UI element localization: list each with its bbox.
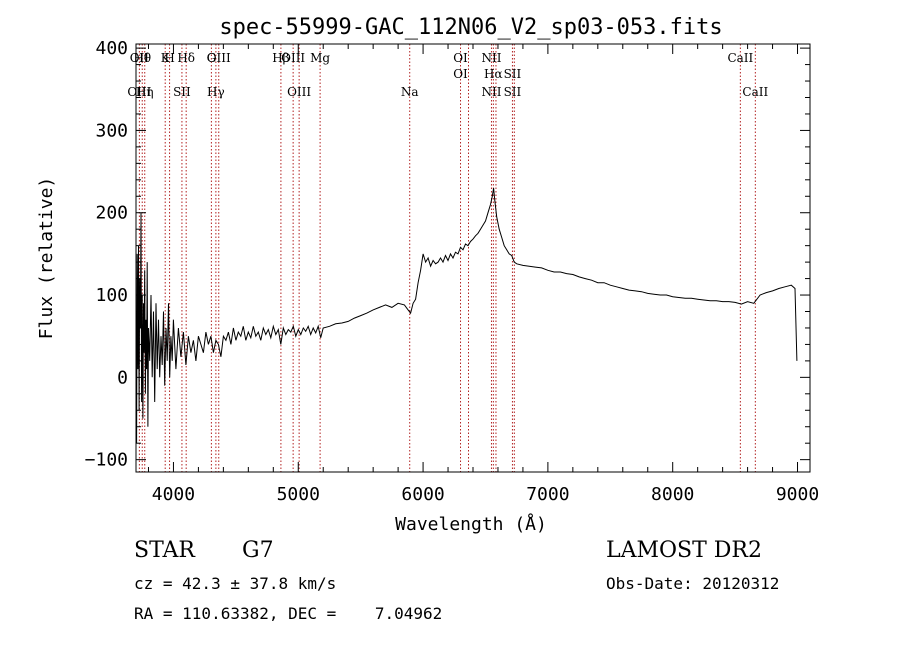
spectral-line-label: OII xyxy=(130,51,150,65)
x-axis-label: Wavelength (Å) xyxy=(395,513,547,535)
observation-date: Obs-Date: 20120312 xyxy=(606,574,780,593)
spectral-line-label: SII xyxy=(504,67,522,81)
object-class: STAR xyxy=(134,538,195,563)
spectral-line-label: Hη xyxy=(136,85,154,99)
spectral-line-label: NII xyxy=(481,85,501,99)
spectral-line-label: SII xyxy=(173,85,191,99)
spectral-line-label: Na xyxy=(401,85,419,99)
x-tick-label: 7000 xyxy=(526,484,569,505)
spectral-line-label: Hδ xyxy=(177,51,195,65)
y-tick-label: 300 xyxy=(95,120,128,141)
spectral-line-label: SII xyxy=(504,85,522,99)
x-tick-label: 6000 xyxy=(401,484,444,505)
spectrum-line xyxy=(135,187,798,444)
spectral-line-label: Mg xyxy=(310,51,330,65)
spectral-line-label: Hθ xyxy=(133,51,151,65)
y-axis-label: Flux (relative) xyxy=(36,177,57,340)
spectral-line-label: Hγ xyxy=(207,85,225,99)
spectral-line-label: CaII xyxy=(742,85,768,99)
y-tick-label: 0 xyxy=(117,367,128,388)
spectral-line-label: CaII xyxy=(727,51,753,65)
spectral-line-label: OIII xyxy=(127,85,151,99)
plot-frame xyxy=(135,43,811,473)
spectral-line-label: OIII xyxy=(287,85,311,99)
spectral-line-label: OI xyxy=(453,67,468,81)
x-tick-label: 8000 xyxy=(651,484,694,505)
spectral-line-label: OIII xyxy=(207,51,231,65)
spectral-line-label: Hα xyxy=(484,67,503,81)
spectral-line-label: Hβ xyxy=(272,51,289,65)
x-tick-label: 4000 xyxy=(152,484,195,505)
x-tick-label: 5000 xyxy=(277,484,320,505)
y-tick-label: −100 xyxy=(85,450,128,471)
spectral-line-label: K xyxy=(161,51,171,65)
survey-name: LAMOST DR2 xyxy=(606,538,762,563)
redshift-velocity: cz = 42.3 ± 37.8 km/s xyxy=(134,574,337,593)
y-tick-label: 200 xyxy=(95,203,128,224)
object-subclass: G7 xyxy=(242,538,274,563)
spectrum-chart: spec-55999-GAC_112N06_V2_sp03-053.fits O… xyxy=(36,15,819,535)
spectral-line-label: OI xyxy=(453,51,468,65)
y-tick-label: 400 xyxy=(95,38,128,59)
spectral-line-label: NII xyxy=(481,51,501,65)
spectral-line-markers xyxy=(138,44,756,472)
x-axis: 4000 5000 6000 7000 8000 9000 xyxy=(147,44,819,505)
y-tick-label: 100 xyxy=(95,285,128,306)
x-tick-label: 9000 xyxy=(776,484,819,505)
coordinates: RA = 110.63382, DEC = 7.04962 xyxy=(134,604,443,623)
y-axis: −100 0 100 200 300 400 xyxy=(85,38,810,471)
spectral-line-label: OIII xyxy=(281,51,305,65)
spectral-line-label: G xyxy=(207,51,217,65)
chart-title: spec-55999-GAC_112N06_V2_sp03-053.fits xyxy=(219,15,722,40)
spectral-line-label: H xyxy=(164,51,174,65)
